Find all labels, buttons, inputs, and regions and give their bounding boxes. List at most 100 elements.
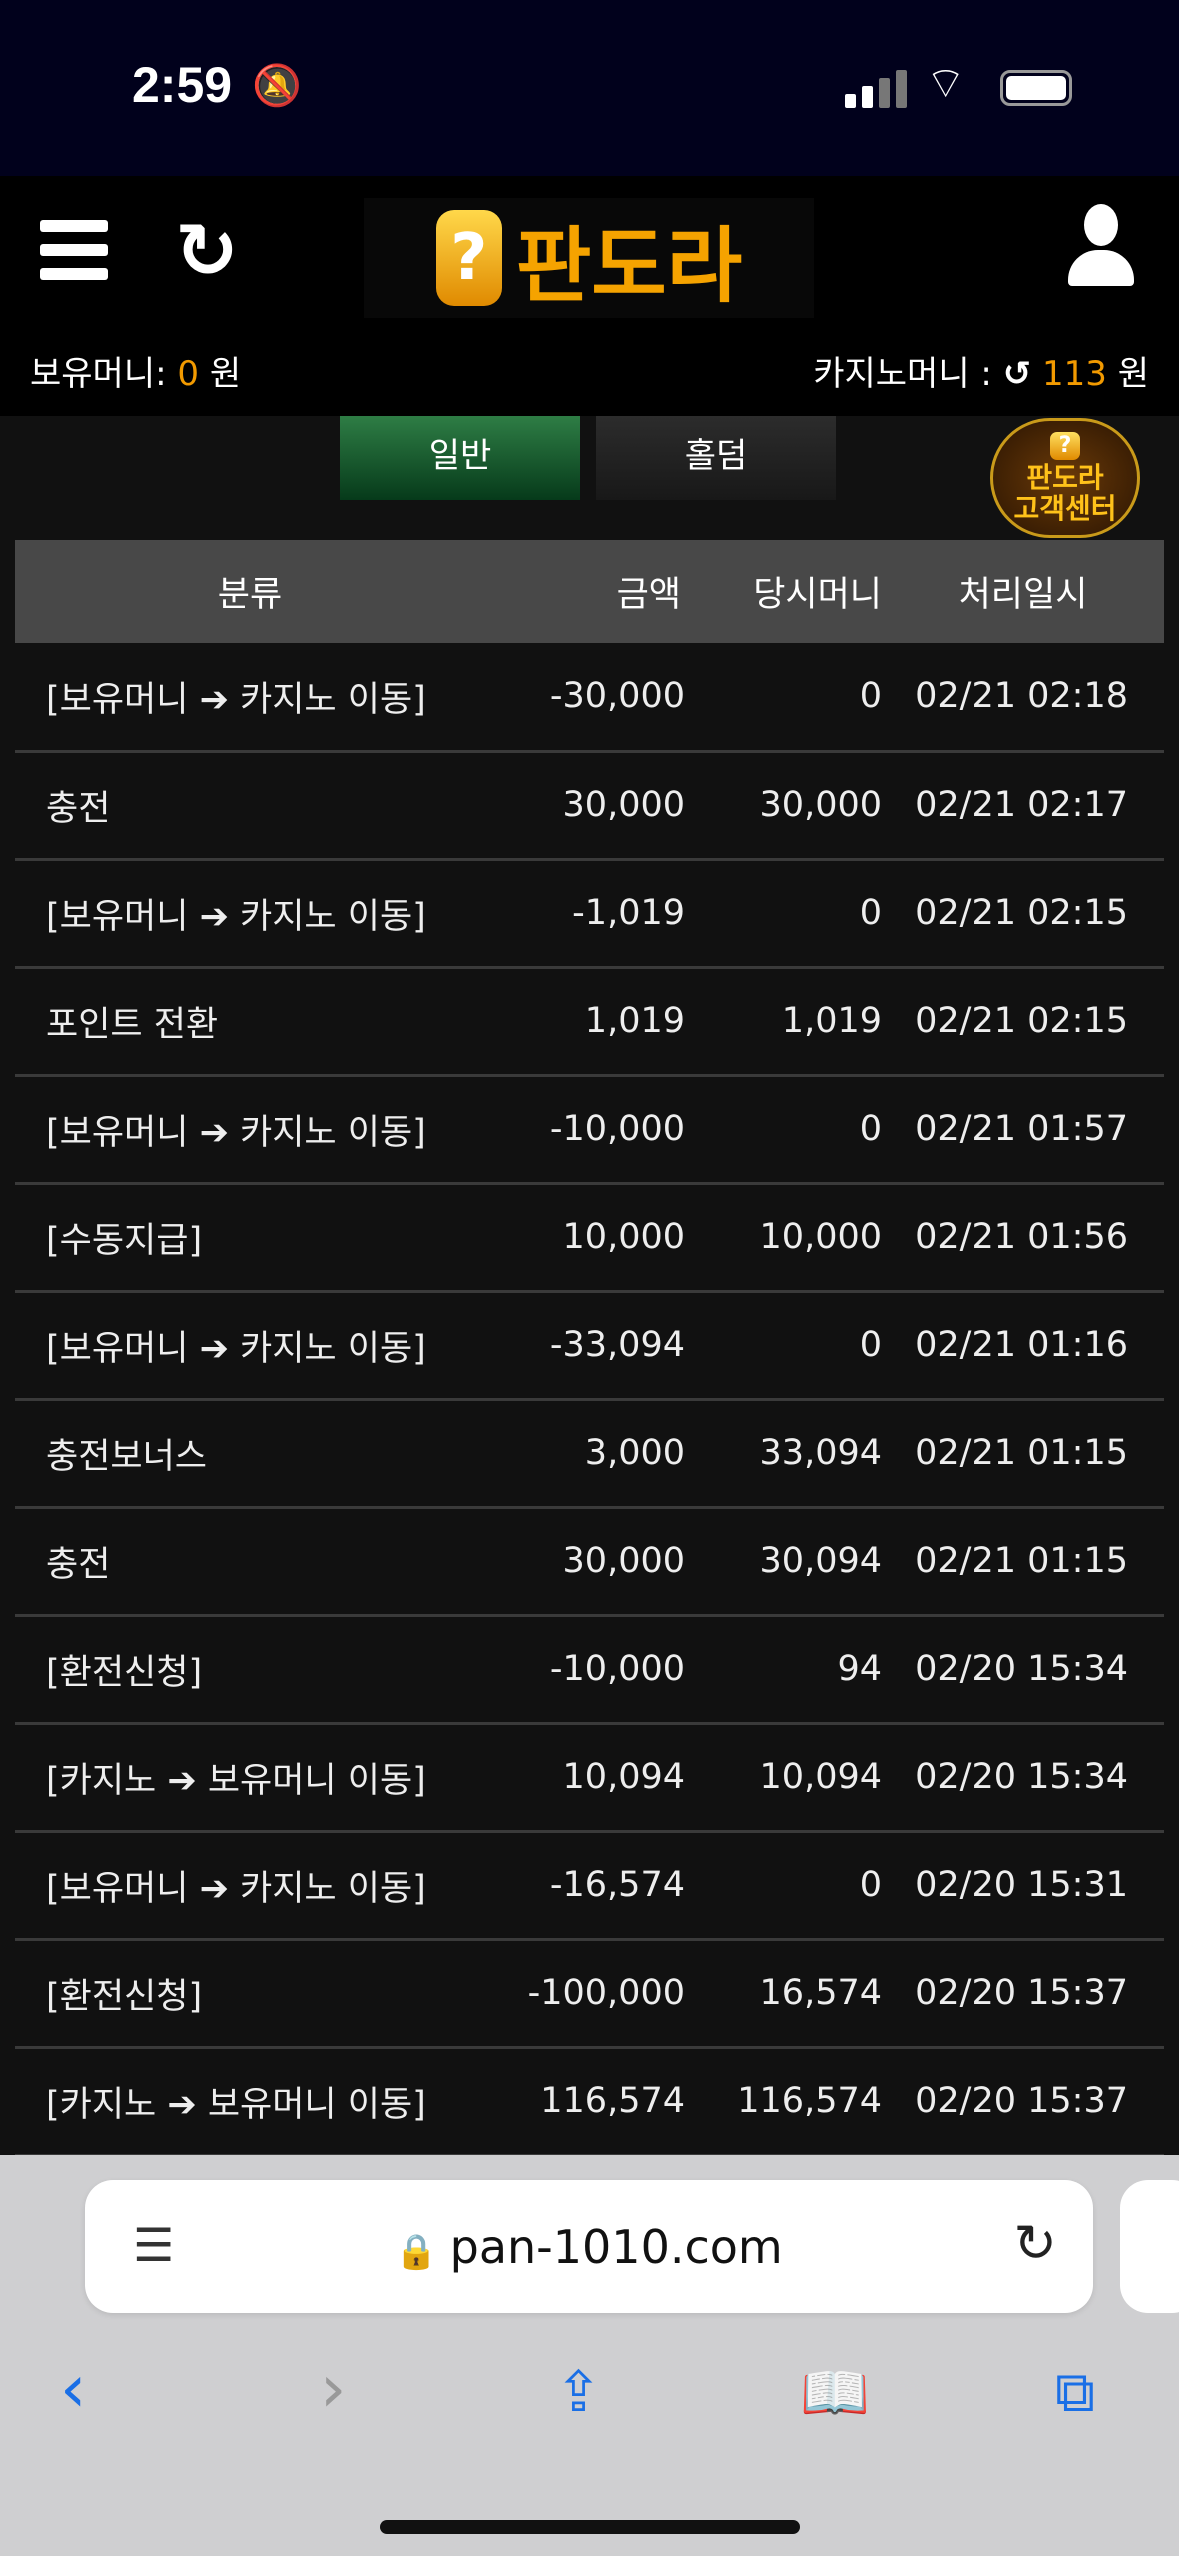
support-badge-line1: 판도라 (1026, 461, 1104, 494)
question-logo-icon: ? (1050, 432, 1080, 460)
category-cell: [보유머니 ➔ 카지노 이동] (15, 1075, 485, 1185)
category-cell: 충전 (15, 751, 485, 861)
site-header: ↻ ? 판도라 보유머니: 0 원 카지노머니 : ↺ 113 원 (0, 176, 1179, 416)
balance-cell: 0 (685, 859, 882, 969)
reader-mode-icon[interactable]: ☰ (133, 2218, 175, 2272)
balance-value: 0 (177, 354, 200, 394)
table-row: [보유머니 ➔ 카지노 이동] -30,000 0 02/21 02:18 (15, 643, 1164, 753)
category-cell: 충전 (15, 1507, 485, 1617)
lock-icon: 🔒 (395, 2232, 438, 2272)
amount-cell: -100,000 (485, 1939, 685, 2049)
amount-cell: -30,000 (485, 643, 685, 753)
table-row: [카지노 ➔ 보유머니 이동] 116,574 116,574 02/20 15:37 (15, 2047, 1164, 2157)
table-row: 포인트 전환 1,019 1,019 02/21 02:15 (15, 967, 1164, 1077)
processed-at-cell: 02/20 15:37 (882, 2047, 1164, 2157)
amount-cell: 30,000 (485, 751, 685, 861)
balance-cell: 16,574 (685, 1939, 882, 2049)
table-row: [환전신청] -10,000 94 02/20 15:34 (15, 1615, 1164, 1725)
balance-cell: 94 (685, 1615, 882, 1725)
url-text: pan-1010.com (449, 2220, 783, 2274)
battery-icon (1000, 70, 1072, 106)
casino-refresh-icon[interactable]: ↺ (1002, 354, 1032, 394)
processed-at-cell: 02/21 02:17 (882, 751, 1164, 861)
table-row: [보유머니 ➔ 카지노 이동] -16,574 0 02/20 15:31 (15, 1831, 1164, 1941)
home-indicator (380, 2520, 800, 2534)
processed-at-cell: 02/21 01:15 (882, 1507, 1164, 1617)
balance-cell: 0 (685, 643, 882, 753)
column-processed-at: 처리일시 (882, 540, 1164, 643)
share-icon[interactable]: ⇪ (555, 2360, 602, 2425)
processed-at-cell: 02/20 15:34 (882, 1615, 1164, 1725)
cellular-signal-icon (845, 70, 907, 108)
processed-at-cell: 02/21 01:15 (882, 1399, 1164, 1509)
table-row: [환전신청] -100,000 16,574 02/20 15:37 (15, 1939, 1164, 2049)
processed-at-cell: 02/20 15:31 (882, 1831, 1164, 1941)
category-cell: [수동지급] (15, 1183, 485, 1293)
processed-at-cell: 02/21 02:15 (882, 859, 1164, 969)
bookmarks-icon[interactable]: 📖 (800, 2361, 870, 2426)
reload-icon[interactable]: ↻ (1013, 2214, 1057, 2274)
wifi-icon: ⌔ (925, 58, 967, 109)
balance-label: 보유머니: (30, 354, 167, 394)
balance-cell: 30,094 (685, 1507, 882, 1617)
table-row: [카지노 ➔ 보유머니 이동] 10,094 10,094 02/20 15:34 (15, 1723, 1164, 1833)
address-bar[interactable]: ☰ 🔒 pan-1010.com ↻ (85, 2180, 1093, 2313)
site-logo[interactable]: ? 판도라 (364, 198, 814, 318)
processed-at-cell: 02/20 15:34 (882, 1723, 1164, 1833)
category-cell: 포인트 전환 (15, 967, 485, 1077)
table-row: 충전보너스 3,000 33,094 02/21 01:15 (15, 1399, 1164, 1509)
category-cell: [보유머니 ➔ 카지노 이동] (15, 859, 485, 969)
column-amount: 금액 (485, 540, 685, 643)
refresh-icon[interactable]: ↻ (175, 206, 239, 295)
tabs-icon[interactable]: ⧉ (1055, 2360, 1095, 2425)
balance-cell: 116,574 (685, 2047, 882, 2157)
amount-cell: -10,000 (485, 1075, 685, 1185)
customer-center-button[interactable]: ? 판도라 고객센터 (990, 418, 1140, 538)
support-badge-line2: 고객센터 (1013, 492, 1117, 525)
balance-display: 보유머니: 0 원 (30, 346, 241, 395)
balance-cell: 10,000 (685, 1183, 882, 1293)
column-category: 분류 (15, 540, 485, 643)
tab-holdem[interactable]: 홀덤 (596, 416, 836, 500)
processed-at-cell: 02/21 01:56 (882, 1183, 1164, 1293)
category-cell: [환전신청] (15, 1939, 485, 2049)
money-history-table: 분류 금액 당시머니 처리일시 [보유머니 ➔ 카지노 이동] -30,000 0 0… (15, 540, 1164, 2157)
back-icon[interactable]: ‹ (60, 2350, 87, 2427)
category-cell: [보유머니 ➔ 카지노 이동] (15, 1831, 485, 1941)
amount-cell: 10,000 (485, 1183, 685, 1293)
table-row: [수동지급] 10,000 10,000 02/21 01:56 (15, 1183, 1164, 1293)
category-cell: [보유머니 ➔ 카지노 이동] (15, 643, 485, 753)
category-cell: [카지노 ➔ 보유머니 이동] (15, 1723, 485, 1833)
bell-muted-icon: 🔕 (252, 63, 302, 109)
user-profile-icon[interactable] (1068, 204, 1134, 286)
table-row: 충전 30,000 30,000 02/21 02:17 (15, 751, 1164, 861)
processed-at-cell: 02/21 01:57 (882, 1075, 1164, 1185)
amount-cell: 116,574 (485, 2047, 685, 2157)
forward-icon[interactable]: › (320, 2350, 347, 2427)
category-cell: [카지노 ➔ 보유머니 이동] (15, 2047, 485, 2157)
processed-at-cell: 02/21 02:15 (882, 967, 1164, 1077)
balance-unit: 원 (209, 354, 242, 394)
amount-cell: 1,019 (485, 967, 685, 1077)
table-row: [보유머니 ➔ 카지노 이동] -10,000 0 02/21 01:57 (15, 1075, 1164, 1185)
processed-at-cell: 02/21 02:18 (882, 643, 1164, 753)
casino-label: 카지노머니 : (813, 354, 992, 394)
table-row: 충전 30,000 30,094 02/21 01:15 (15, 1507, 1164, 1617)
balance-cell: 1,019 (685, 967, 882, 1077)
processed-at-cell: 02/21 01:16 (882, 1291, 1164, 1401)
amount-cell: 30,000 (485, 1507, 685, 1617)
amount-cell: -16,574 (485, 1831, 685, 1941)
table-header: 분류 금액 당시머니 처리일시 (15, 540, 1164, 643)
status-bar: 2:59 🔕 ⌔ (0, 0, 1179, 176)
tab-general[interactable]: 일반 (340, 416, 580, 500)
processed-at-cell: 02/20 15:37 (882, 1939, 1164, 2049)
amount-cell: -1,019 (485, 859, 685, 969)
casino-money-display: 카지노머니 : ↺ 113 원 (813, 346, 1149, 395)
hamburger-menu-icon[interactable] (40, 220, 108, 280)
next-tab-preview[interactable] (1120, 2180, 1179, 2313)
casino-unit: 원 (1117, 354, 1149, 394)
browser-toolbar: ☰ 🔒 pan-1010.com ↻ ‹ › ⇪ 📖 ⧉ (0, 2155, 1179, 2556)
balance-cell: 10,094 (685, 1723, 882, 1833)
category-cell: [보유머니 ➔ 카지노 이동] (15, 1291, 485, 1401)
amount-cell: 10,094 (485, 1723, 685, 1833)
